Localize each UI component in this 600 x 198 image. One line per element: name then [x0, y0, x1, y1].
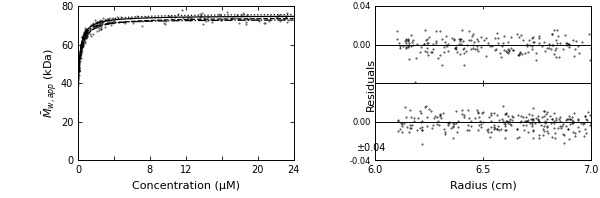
Text: ±0.04: ±0.04	[356, 143, 385, 152]
X-axis label: Radius (cm): Radius (cm)	[450, 181, 517, 191]
Text: Residuals: Residuals	[366, 58, 376, 111]
Y-axis label: $\bar{M}_{w,app}$ (kDa): $\bar{M}_{w,app}$ (kDa)	[41, 48, 59, 118]
X-axis label: Concentration (μM): Concentration (μM)	[132, 181, 240, 191]
